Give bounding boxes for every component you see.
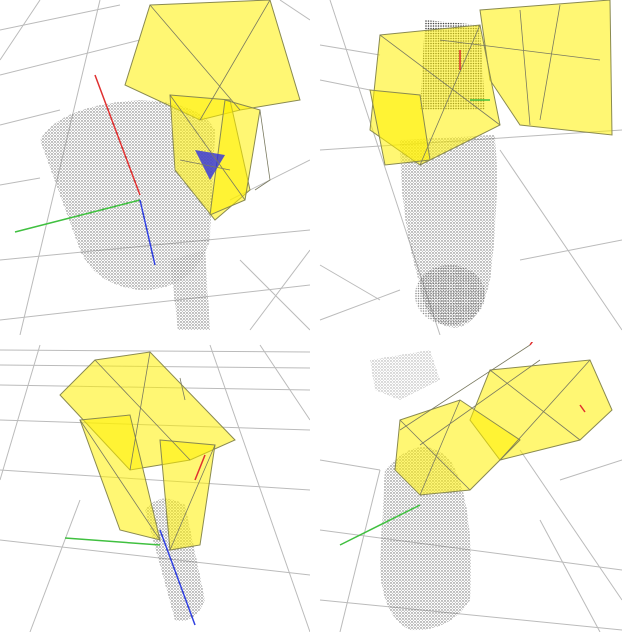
- point-cloud-end: [415, 265, 485, 325]
- gripper: [479, 0, 613, 136]
- axis-x: [194, 454, 206, 481]
- point-cloud-stem: [170, 250, 210, 330]
- axis-x: [94, 74, 141, 196]
- wireframe: [379, 4, 601, 166]
- panel-bottom-right: [319, 342, 622, 632]
- floor-grid: [319, 0, 622, 335]
- wireframe: [79, 351, 216, 551]
- axis-y: [339, 504, 421, 546]
- panel-bottom-left: [0, 344, 310, 632]
- gripper: [159, 439, 216, 551]
- gripper: [369, 89, 431, 166]
- axis-y: [64, 537, 161, 546]
- axis-x: [579, 404, 586, 413]
- axis-y: [14, 199, 141, 233]
- point-cloud: [380, 447, 471, 631]
- axis-x: [529, 342, 534, 346]
- panel-top-right: [319, 0, 622, 335]
- point-cloud: [40, 100, 215, 290]
- point-cloud-top: [370, 350, 440, 400]
- axis-z: [139, 199, 156, 266]
- axis-z: [159, 529, 196, 626]
- wireframe: [399, 344, 591, 496]
- panel-top-left: [0, 0, 310, 335]
- floor-grid: [319, 449, 622, 632]
- contact: [195, 150, 225, 180]
- wireframe: [149, 0, 271, 201]
